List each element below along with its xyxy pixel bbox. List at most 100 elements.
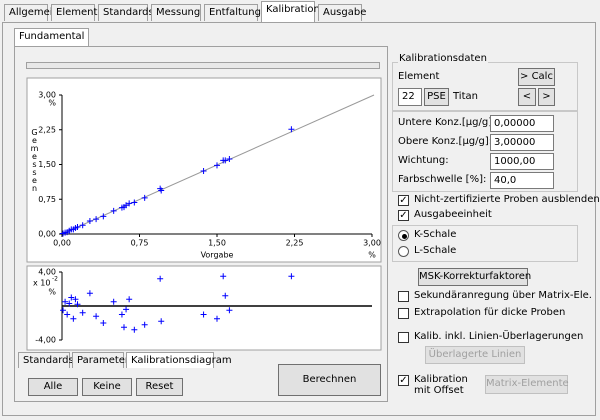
tab[interactable]: Messung [151,4,201,21]
tab[interactable]: Standards [98,4,154,21]
y-tick-label: -4,00 [35,336,56,345]
point [158,318,165,325]
y-tick-label: 4,00 [38,268,56,277]
point [288,273,295,280]
x-tick-label: 1,50 [208,239,226,248]
residual-unit: % [48,288,56,297]
point [222,157,229,164]
point [158,187,165,194]
radio[interactable] [398,230,409,241]
tab[interactable]: Elemente [51,4,104,21]
button[interactable]: Reset [136,378,183,396]
point [118,311,125,318]
point [157,275,164,282]
calculate-button[interactable]: Berechnen [278,364,381,396]
field-input[interactable]: 1000,00 [490,153,554,170]
msk-button[interactable]: MSK-Korrekturfaktoren [418,268,531,286]
tab[interactable]: Ausgabe [318,4,366,21]
element-label: Element [398,71,440,82]
point [123,306,130,313]
x-tick-label: 0,00 [53,239,71,248]
bottom-tab[interactable]: Parameter [72,352,129,368]
point [131,199,138,206]
y-tick-label: 0,00 [38,230,56,239]
y-unit: % [48,99,56,108]
point [110,298,117,305]
element-number[interactable]: 22 [398,88,422,106]
x-tick-label: 3,00 [363,239,381,248]
scale-label: x 10 [33,279,50,288]
point [222,292,229,299]
subtab-panel [14,46,388,402]
overlay-button: Überlagerte Linien [425,346,525,364]
offset-label: Kalibration mit Offset [414,374,468,396]
tab[interactable]: Kalibration [261,1,320,22]
point [64,311,71,318]
point [126,200,133,207]
point [74,301,81,308]
checkbox[interactable] [398,308,409,319]
checkbox[interactable]: ✓ [398,210,409,221]
tab-panel [2,22,596,416]
scale-exponent: -2 [52,276,58,283]
strip [26,62,380,69]
checkbox-label: Extrapolation für dicke Proben [414,307,566,318]
offset-checkbox[interactable]: ✓ [398,375,409,386]
point [66,300,73,307]
y-tick-label: 1,50 [38,160,56,169]
residual-frame [26,265,382,351]
checkbox[interactable] [398,291,409,302]
checkbox-label: Sekundäranregung über Matrix-Ele. [414,290,592,301]
radio-label: K-Schale [414,229,457,240]
field-input[interactable]: 3,00000 [490,134,554,151]
checkbox-label: Ausgabeeinheit [414,209,492,220]
x-tick-label: 2,25 [286,239,304,248]
checkbox[interactable] [398,332,409,343]
radio-box [392,225,578,262]
x-unit: % [368,251,376,260]
point [141,321,148,328]
point [62,298,69,305]
tab[interactable]: Allgemein [4,4,59,21]
checkbox[interactable]: ✓ [398,195,409,206]
point [100,213,107,220]
field-label: Farbschwelle [%]: [398,174,487,185]
point [200,311,207,318]
field-label: Wichtung: [398,155,449,166]
point [226,307,233,314]
point [68,294,75,301]
radio-label: L-Schale [414,245,457,256]
prev-button[interactable]: < [518,88,536,106]
radio[interactable] [398,246,409,257]
tab[interactable]: Entfaltung [204,4,261,21]
button[interactable]: Keine [82,378,132,396]
point [121,324,127,331]
field-input[interactable]: 40,0 [490,172,554,189]
point [220,273,227,280]
group-title: Kalibrationsdaten [398,53,488,64]
point [60,307,67,314]
calc-button[interactable]: > Calc [518,68,555,86]
point [110,207,117,214]
checkbox-label: Kalib. inkl. Linien-Überlagerungen [414,331,584,342]
pse-button[interactable]: PSE [424,88,449,106]
y-tick-label: 0,75 [38,195,56,204]
point [79,222,86,229]
fields-box [392,110,578,192]
button[interactable]: Alle [28,378,78,396]
point [214,162,220,169]
x-tick-label: 0,75 [131,239,149,248]
subtab[interactable]: Fundamental [14,28,90,46]
field-input[interactable]: 0,00000 [490,115,554,132]
y-tick-label: 2,25 [38,125,56,134]
next-button[interactable]: > [538,88,555,106]
bottom-tab[interactable]: Standards [18,352,74,368]
point [72,296,79,303]
point [131,326,138,333]
point [74,224,81,231]
x-axis-label: Vorgabe [201,251,234,260]
bottom-tab[interactable]: Kalibrationsdiagram [126,352,232,368]
point [214,315,220,322]
